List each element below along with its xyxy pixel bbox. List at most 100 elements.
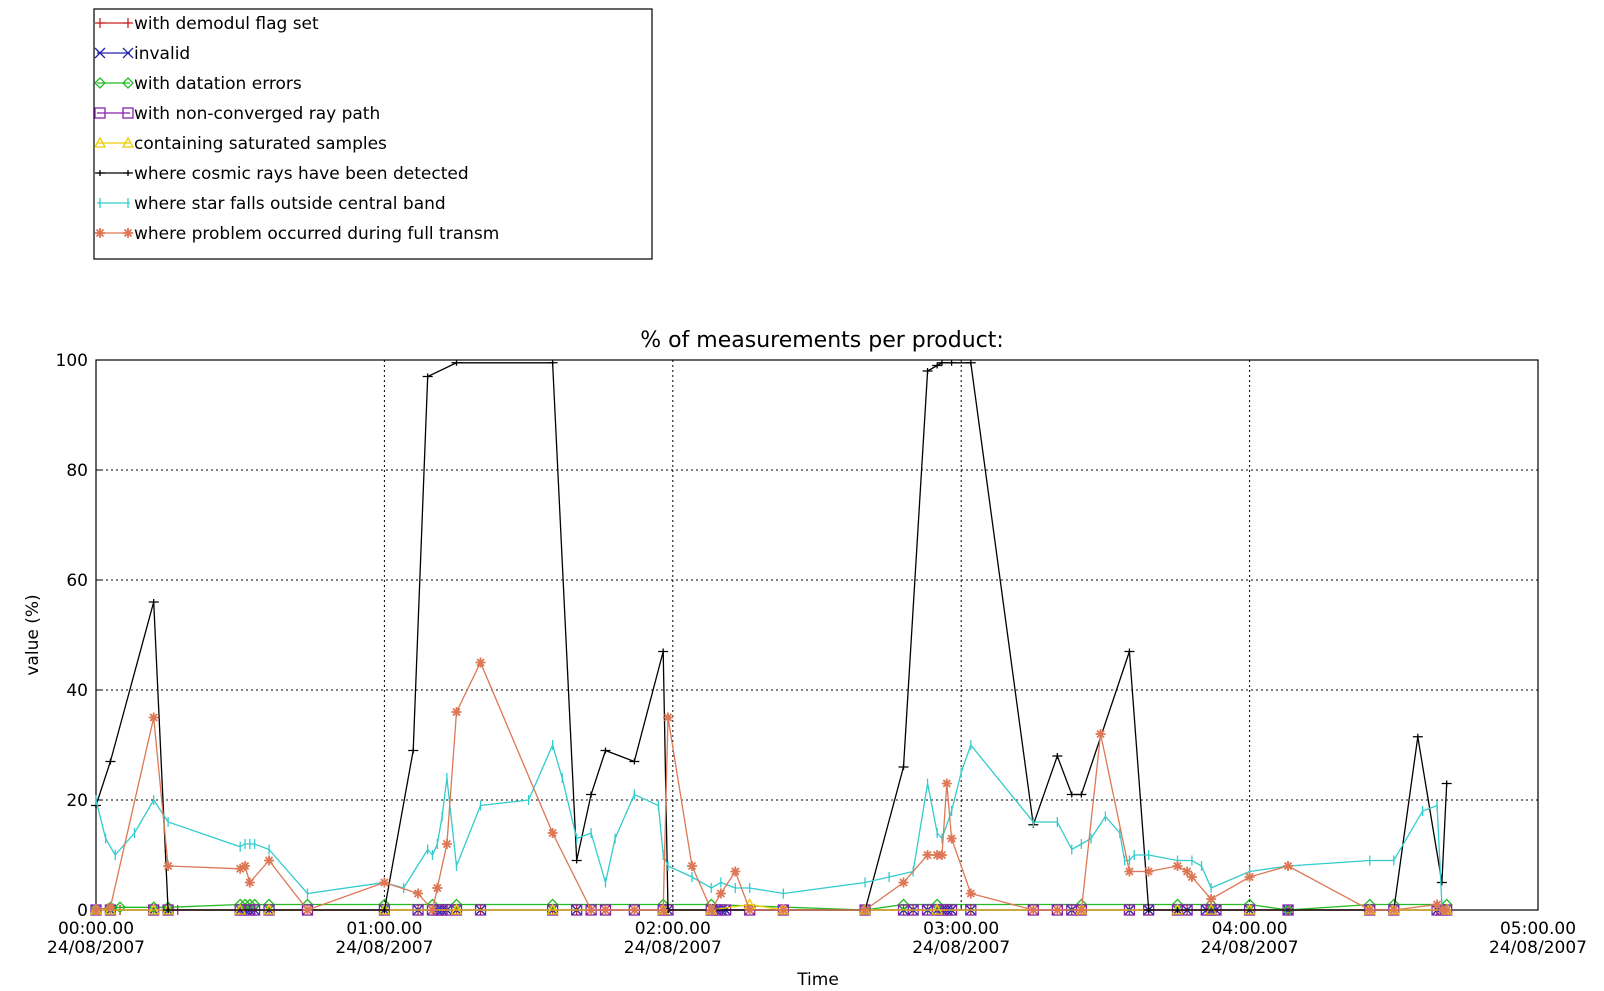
data-point (94, 107, 106, 119)
data-point (730, 866, 741, 877)
data-point (941, 778, 952, 789)
data-point (1172, 907, 1183, 913)
y-axis-ticks: 0 20 40 60 80 100 (56, 351, 102, 921)
data-point (94, 47, 106, 59)
data-point (586, 791, 597, 798)
data-point (1441, 905, 1452, 915)
data-point (600, 905, 611, 915)
legend-item: containing saturated samples (93, 134, 387, 154)
data-point (778, 905, 789, 915)
data-point (1066, 791, 1077, 798)
data-point (122, 47, 134, 59)
data-point (1028, 905, 1039, 915)
data-point (1436, 879, 1447, 886)
data-point (264, 855, 275, 866)
data-point (379, 877, 390, 888)
x-tick-label-date: 24/08/2007 (1201, 938, 1299, 958)
data-point (1182, 866, 1193, 877)
data-point (114, 901, 126, 914)
data-point (547, 359, 558, 366)
legend-item: with demodul flag set (95, 14, 319, 34)
data-point (413, 888, 424, 899)
data-point (427, 905, 438, 915)
x-tick-label-time: 04:00.00 (1212, 919, 1288, 939)
legend-label: with datation errors (134, 74, 302, 94)
data-point (123, 170, 133, 176)
series-line (95, 743, 1443, 905)
data-point (121, 136, 135, 148)
data-point (931, 903, 944, 915)
data-point (946, 833, 957, 844)
legend-label: containing saturated samples (134, 134, 387, 154)
legend-item: invalid (94, 44, 190, 64)
data-point (244, 877, 255, 888)
x-axis-label: Time (796, 970, 839, 990)
data-point (898, 877, 909, 888)
data-point (1283, 861, 1294, 871)
data-point (91, 905, 101, 915)
x-axis-ticks: 00:00.0024/08/200701:00.0024/08/200702:0… (47, 904, 1587, 958)
data-point (1172, 861, 1183, 871)
data-point (936, 850, 947, 860)
x-tick-label-date: 24/08/2007 (47, 938, 145, 958)
x-tick-label-time: 05:00.00 (1500, 919, 1576, 939)
x-tick-label-date: 24/08/2007 (624, 938, 722, 958)
data-point (546, 903, 559, 915)
x-tick-label-date: 24/08/2007 (912, 938, 1010, 958)
legend-label: where cosmic rays have been detected (134, 164, 469, 184)
data-point (571, 857, 582, 864)
data-point (451, 707, 462, 717)
legend: with demodul flag set invalid with datatio… (93, 8, 653, 260)
x-tick-label-time: 00:00.00 (58, 919, 134, 939)
data-point (422, 373, 433, 380)
y-tick-label: 80 (66, 461, 88, 481)
data-point (706, 905, 717, 915)
data-point (93, 136, 107, 148)
data-point (302, 905, 313, 915)
data-point (662, 712, 673, 723)
data-point (123, 18, 133, 28)
x-tick-label-time: 02:00.00 (635, 919, 711, 939)
data-point (586, 905, 597, 915)
data-point (95, 18, 105, 28)
data-point (658, 905, 669, 915)
data-point (600, 747, 611, 754)
data-point (105, 758, 116, 765)
chart-title: % of measurements per product: (640, 328, 1004, 353)
data-point (475, 657, 486, 668)
legend-item: where problem occurred during full trans… (95, 224, 499, 244)
data-point (240, 861, 251, 871)
data-point (1095, 729, 1106, 739)
data-point (441, 839, 452, 849)
data-point (1143, 907, 1154, 913)
x-tick-label-time: 01:00.00 (346, 919, 422, 939)
data-point (932, 362, 943, 369)
data-point (95, 228, 105, 238)
y-tick-label: 0 (77, 901, 88, 921)
legend-item: where star falls outside central band (97, 194, 446, 214)
data-point (1143, 866, 1154, 877)
data-point (1244, 872, 1255, 882)
legend-item: with datation errors (94, 74, 302, 94)
data-point (122, 107, 134, 119)
data-point (235, 863, 246, 874)
data-point (1124, 648, 1135, 655)
series-line (95, 362, 1448, 911)
data-point (715, 888, 726, 899)
data-point (1441, 780, 1452, 787)
data-point (687, 861, 698, 871)
data-point (1124, 866, 1135, 877)
data-point (148, 599, 159, 605)
legend-item: with non-converged ray path (94, 104, 380, 124)
data-point (123, 228, 133, 238)
data-point (147, 903, 160, 915)
data-point (163, 861, 174, 871)
data-point (1076, 791, 1087, 798)
series-line (95, 903, 1447, 911)
plot-area: 02040608010000:00.0024/08/200701:00.0024… (47, 351, 1587, 958)
data-point (898, 764, 909, 770)
data-point (1206, 894, 1217, 904)
data-point (860, 905, 871, 915)
series-line (95, 660, 1447, 912)
